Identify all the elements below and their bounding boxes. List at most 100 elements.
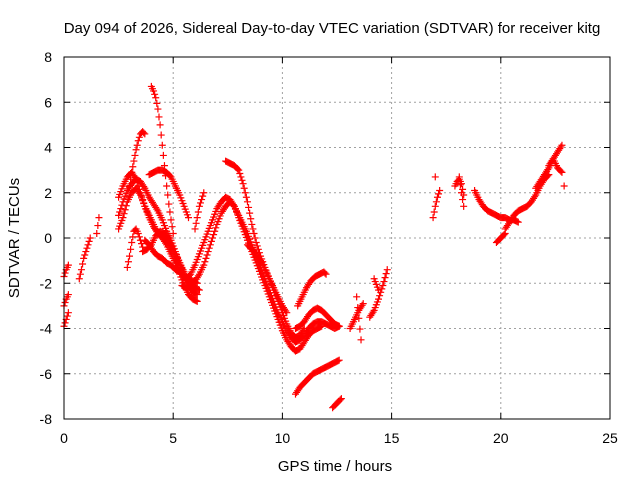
data-point [318,322,326,330]
data-point [64,261,72,269]
data-point [335,356,343,364]
data-point [93,229,101,237]
data-point [359,300,367,308]
data-point [127,175,135,183]
data-point [82,248,90,256]
data-point [132,146,140,154]
y-tick-label: 2 [44,185,52,201]
data-point [436,186,444,194]
data-point [115,211,123,219]
data-point [355,314,363,322]
data-point [75,275,83,283]
x-tick-label: 25 [602,430,618,446]
data-point [131,173,139,181]
data-point [193,297,201,305]
data-point [374,286,382,294]
data-point [86,234,94,242]
data-point [358,301,366,309]
data-point [155,113,163,121]
x-axis-label: GPS time / hours [278,458,392,475]
data-point [321,269,329,277]
data-point [245,203,253,211]
data-point [249,225,257,233]
data-point [199,192,207,200]
data-point [83,244,91,252]
data-point [237,173,245,181]
data-point [239,180,247,188]
data-point [94,222,102,230]
data-point [369,308,377,316]
data-point [168,223,176,231]
data-point [376,292,384,300]
y-tick-label: -8 [40,411,53,427]
data-point [250,229,258,237]
data-point [300,325,308,332]
data-point [354,304,362,312]
data-point [283,309,291,317]
data-point [430,208,438,216]
data-point [200,261,208,269]
data-point [432,198,440,206]
data-point [433,193,441,201]
data-point [560,182,568,190]
data-point [156,121,164,129]
data-point [236,170,244,178]
data-point [140,199,148,207]
data-point [140,129,148,137]
data-point [460,202,468,210]
data-point [133,141,141,149]
data-point [205,244,213,252]
data-point [435,190,443,198]
data-point [167,216,175,224]
data-point [500,231,508,239]
data-point [80,254,88,262]
data-point [544,166,552,174]
data-point [459,185,467,193]
data-point [195,286,203,294]
data-point [557,143,565,151]
data-point [241,189,249,197]
data-point [243,198,251,206]
y-tick-label: 0 [44,230,52,246]
data-point [61,298,69,306]
data-point [193,214,201,222]
data-point [242,193,250,201]
data-point [203,251,211,259]
data-point [374,295,382,303]
data-point [166,208,174,216]
data-point [131,151,139,159]
data-point [382,270,390,278]
data-point [126,252,134,260]
data-point [154,105,162,113]
data-point [429,214,437,222]
y-tick-label: 6 [44,94,52,110]
data-point [229,201,237,209]
data-point [135,233,143,241]
x-tick-label: 5 [169,430,177,446]
y-tick-label: -4 [40,321,53,337]
data-point [211,227,219,235]
data-point [558,168,566,176]
data-point [357,336,365,344]
data-point [134,229,142,237]
data-point [85,237,93,245]
data-point [63,312,71,320]
data-point [138,192,146,200]
data-point [238,176,246,184]
data-point [164,191,172,199]
data-point [134,182,142,190]
data-point [254,245,262,253]
data-point [129,163,137,171]
data-point [163,182,171,190]
data-point [381,274,389,282]
data-point [200,189,208,197]
data-point [252,239,260,247]
data-point [123,263,131,271]
data-point [255,255,263,263]
data-point [128,168,136,176]
data-point [64,309,72,317]
data-point [138,240,146,248]
data-point [81,251,89,259]
data-point [159,151,167,159]
